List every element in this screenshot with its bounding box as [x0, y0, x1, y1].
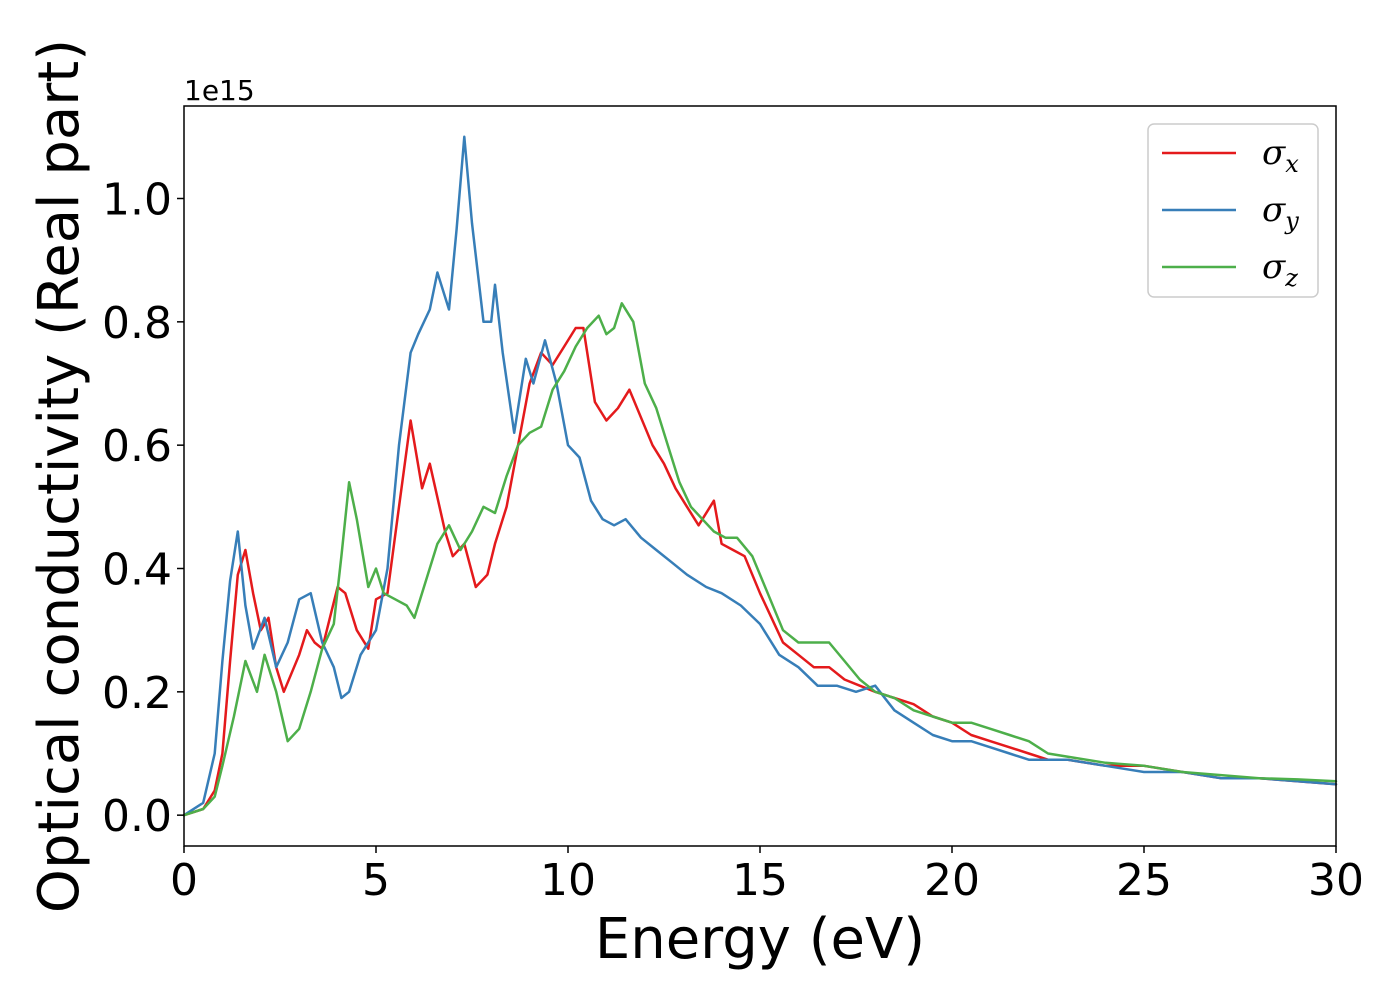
- y-tick-label: 0.2: [102, 668, 172, 719]
- series-line-y: [182, 135, 1338, 817]
- legend-subscript: z: [1284, 264, 1298, 292]
- series-line-z: [182, 302, 1338, 817]
- y-offset-label: 1e15: [184, 74, 255, 107]
- legend-subscript: x: [1285, 150, 1299, 178]
- legend-subscript: y: [1284, 207, 1299, 235]
- x-tick-label: 20: [924, 855, 980, 906]
- y-tick-label: 1.0: [102, 175, 172, 226]
- legend-symbol: σ: [1262, 133, 1286, 173]
- legend-label-y: σy: [1262, 190, 1299, 235]
- y-tick-label: 0.8: [102, 298, 172, 349]
- x-axis-label: Energy (eV): [595, 907, 925, 972]
- y-tick-label: 0.4: [102, 545, 172, 596]
- x-axis: 0 5 10 15 20 25 30: [170, 846, 1364, 906]
- y-tick-label: 0.6: [102, 421, 172, 472]
- x-tick-label: 5: [362, 855, 390, 906]
- x-tick-label: 10: [540, 855, 596, 906]
- legend-label-x: σx: [1262, 133, 1299, 178]
- x-tick-label: 15: [732, 855, 788, 906]
- legend-label-z: σz: [1262, 247, 1298, 292]
- x-tick-label: 0: [170, 855, 198, 906]
- y-tick-label: 0.0: [102, 791, 172, 842]
- x-tick-label: 30: [1308, 855, 1364, 906]
- y-axis-label: Optical conductivity (Real part): [27, 39, 92, 913]
- legend-symbol: σ: [1262, 190, 1286, 230]
- plot-area: [184, 106, 1336, 846]
- x-tick-label: 25: [1116, 855, 1172, 906]
- y-axis: 0.0 0.2 0.4 0.6 0.8 1.0: [102, 175, 184, 842]
- series-layer: [182, 135, 1338, 817]
- legend-symbol: σ: [1262, 247, 1286, 287]
